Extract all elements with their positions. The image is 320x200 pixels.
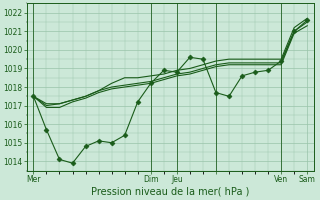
X-axis label: Pression niveau de la mer( hPa ): Pression niveau de la mer( hPa )	[91, 187, 250, 197]
